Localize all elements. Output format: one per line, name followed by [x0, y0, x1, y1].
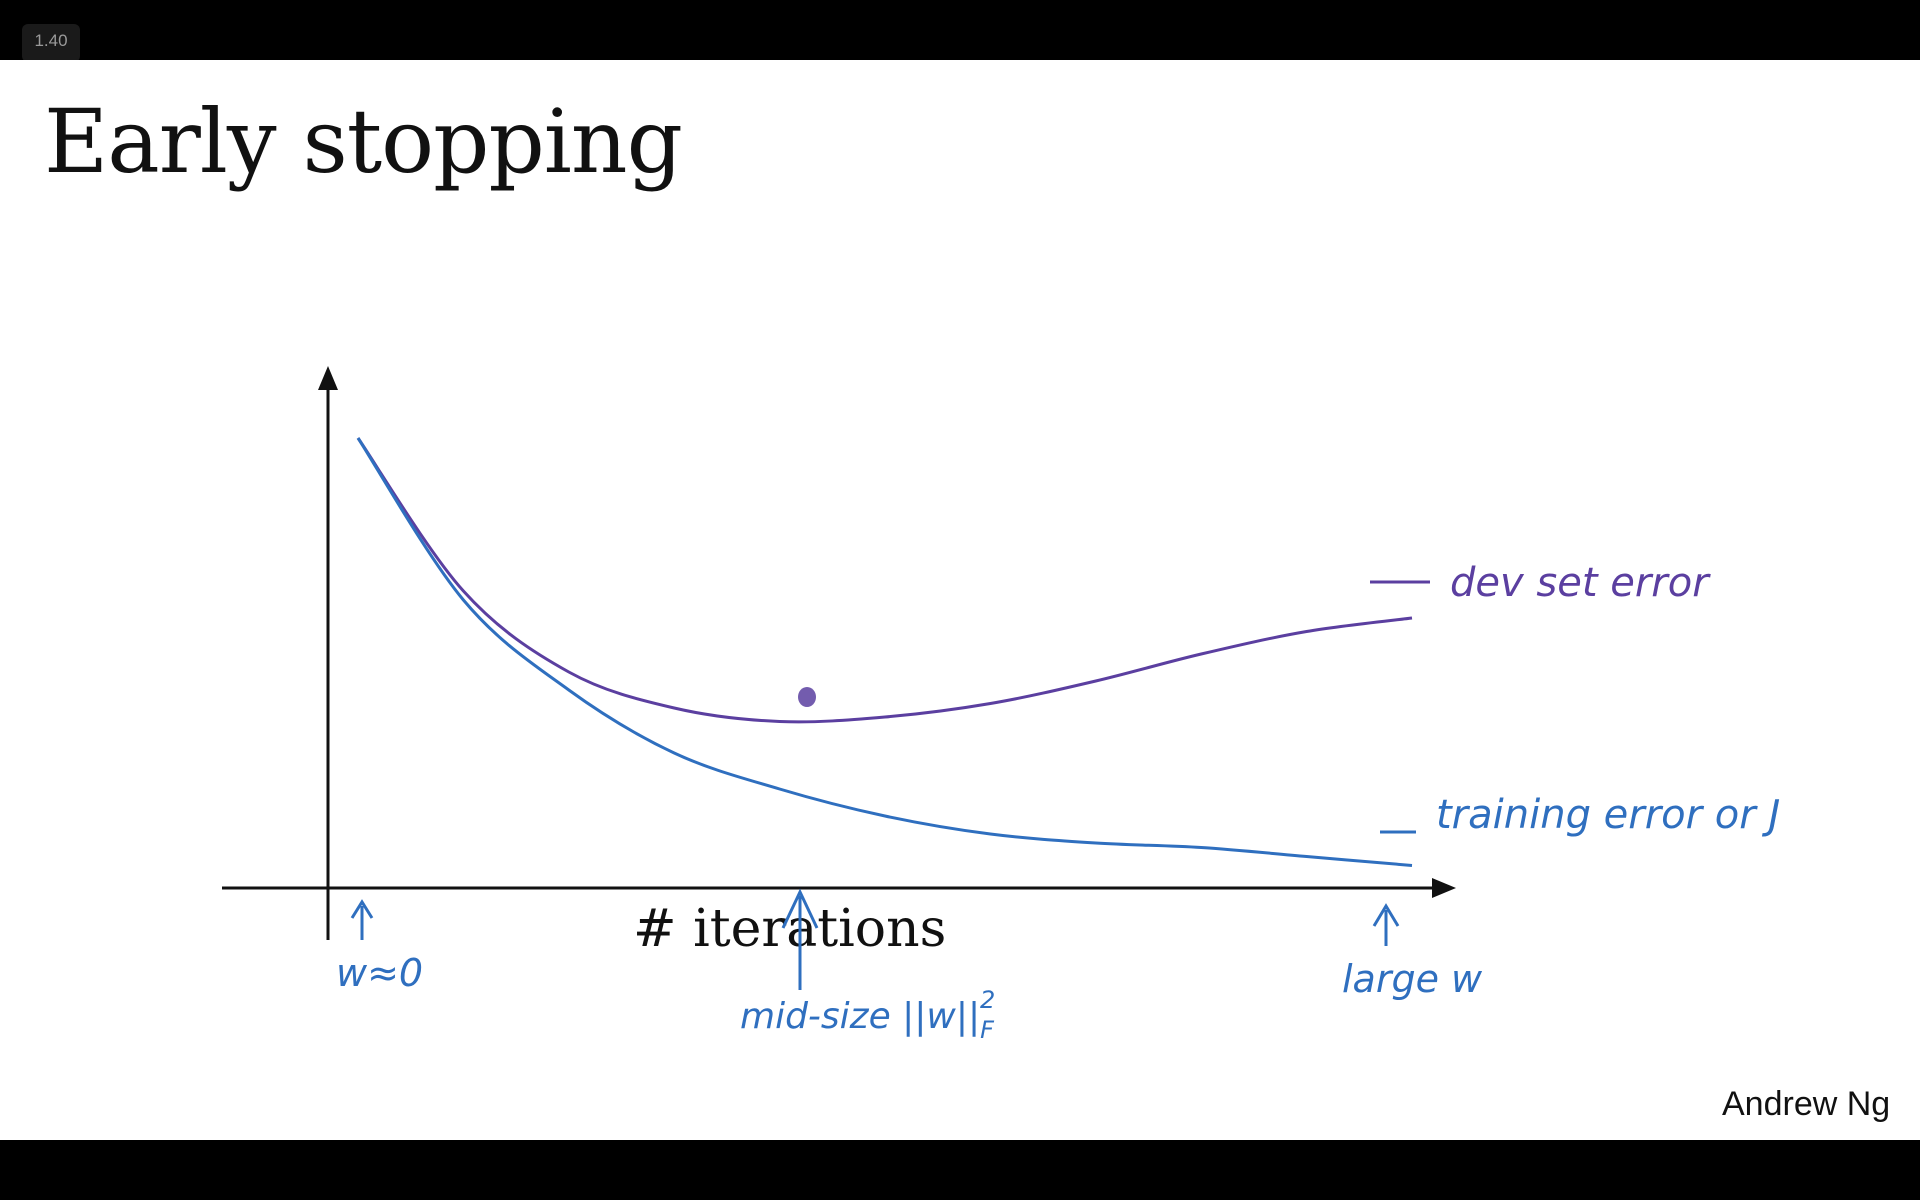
lecture-slide: Early stopping # iterations dev set erro… [0, 60, 1920, 1140]
training-error-curve [356, 437, 1413, 867]
playback-speed-badge[interactable]: 1.40 [22, 24, 80, 62]
early-stop-point-marker [798, 687, 816, 707]
author-credit: Andrew Ng [1722, 1085, 1891, 1123]
w-zero-arrow [350, 899, 374, 940]
early-stopping-chart: # iterations dev set error training erro… [222, 366, 1780, 1044]
mid-size-norm-sub: F [980, 1016, 995, 1044]
w-zero-annotation: w≈0 [336, 951, 423, 995]
training-error-label: training error or J [1436, 792, 1780, 838]
y-axis-arrowhead [318, 366, 338, 390]
dev-set-error-label: dev set error [1450, 560, 1711, 606]
mid-size-text: mid-size ||w|| [740, 996, 980, 1037]
video-top-bar: 1.40 [0, 0, 1920, 62]
video-bottom-bar [0, 1140, 1920, 1200]
x-axis-arrowhead [1432, 878, 1456, 898]
mid-size-arrow [781, 888, 819, 990]
large-w-annotation: large w [1342, 957, 1483, 1001]
slide-title: Early stopping [44, 90, 683, 193]
mid-size-norm-sup: 2 [980, 986, 995, 1014]
mid-size-annotation: mid-size ||w||F2 [740, 986, 995, 1044]
x-axis-label: # iterations [633, 899, 946, 959]
large-w-arrow [1372, 903, 1400, 946]
dev-set-error-curve [356, 437, 1413, 724]
